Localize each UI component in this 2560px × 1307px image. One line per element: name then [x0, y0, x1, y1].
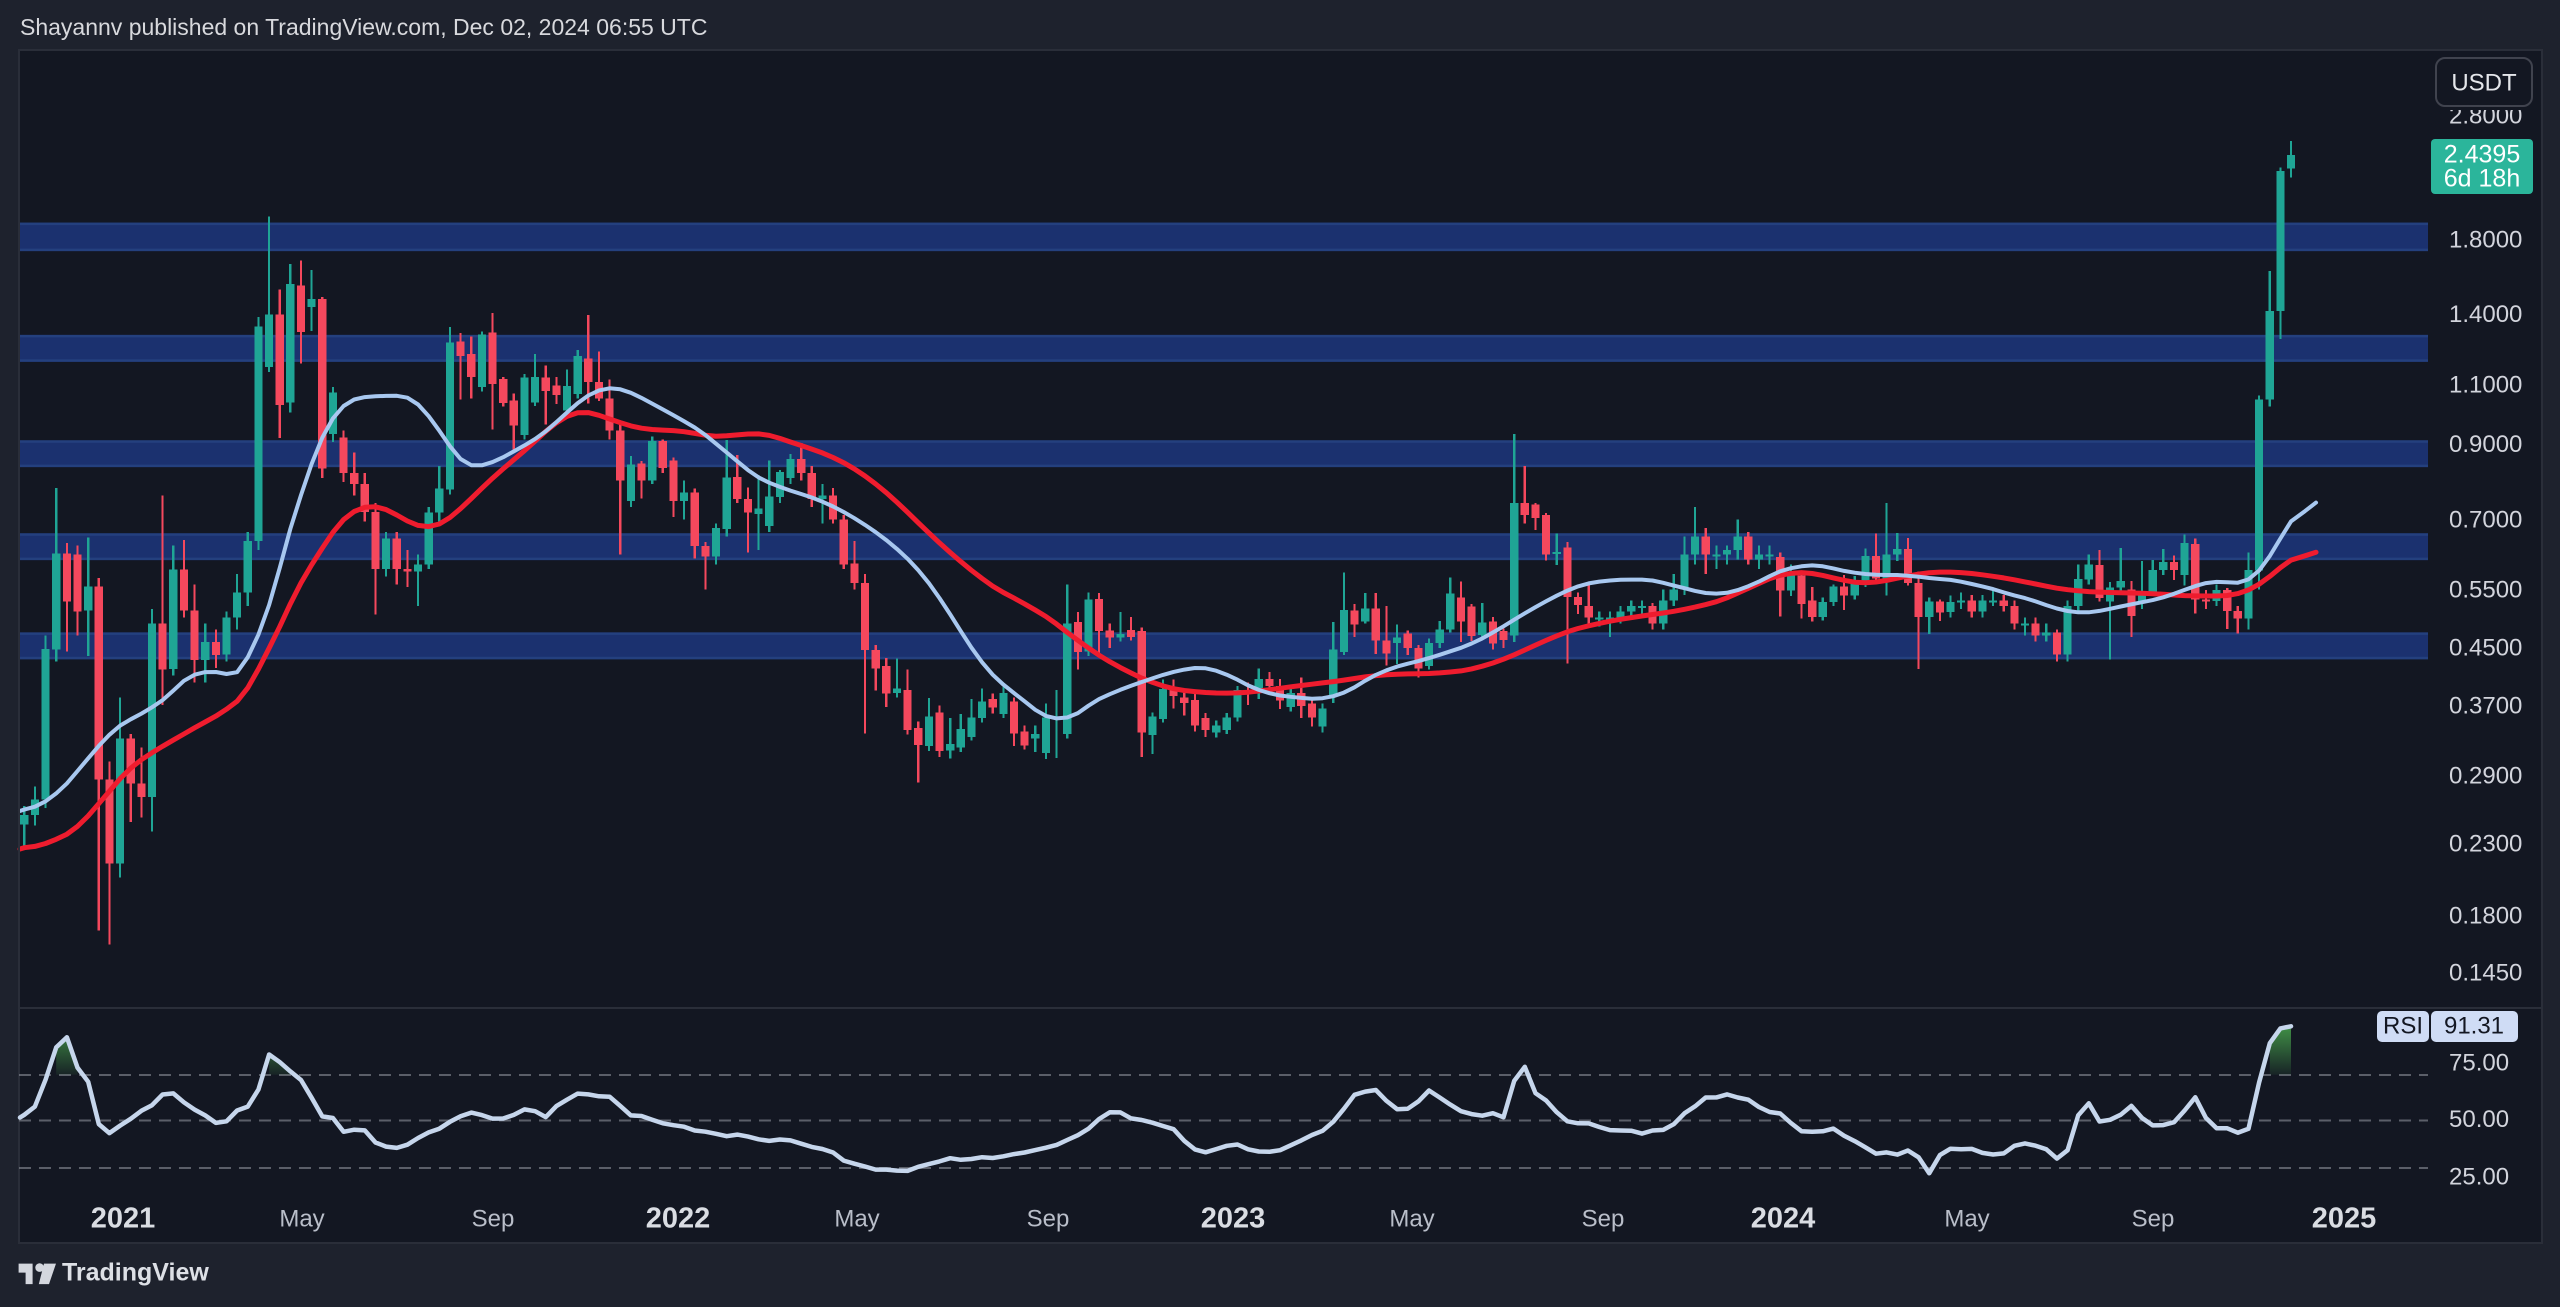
svg-text:1.1000: 1.1000	[2449, 371, 2522, 398]
svg-text:2023: 2023	[1201, 1203, 1266, 1235]
svg-text:6d 18h: 6d 18h	[2444, 165, 2520, 193]
svg-text:Sep: Sep	[2132, 1205, 2175, 1232]
svg-text:May: May	[279, 1205, 324, 1232]
svg-text:0.1450: 0.1450	[2449, 959, 2522, 986]
svg-text:TradingView: TradingView	[62, 1259, 209, 1287]
svg-text:2.4395: 2.4395	[2444, 141, 2520, 169]
svg-text:2021: 2021	[91, 1203, 156, 1235]
svg-text:May: May	[1389, 1205, 1434, 1232]
svg-text:1.4000: 1.4000	[2449, 301, 2522, 328]
svg-text:Sep: Sep	[1027, 1205, 1070, 1232]
svg-text:25.00: 25.00	[2449, 1163, 2509, 1190]
svg-text:May: May	[1944, 1205, 1989, 1232]
svg-text:0.7000: 0.7000	[2449, 506, 2522, 533]
svg-text:0.2900: 0.2900	[2449, 762, 2522, 789]
svg-text:0.3700: 0.3700	[2449, 692, 2522, 719]
svg-text:2025: 2025	[2312, 1203, 2377, 1235]
svg-text:Shayannv published on TradingV: Shayannv published on TradingView.com, D…	[20, 14, 707, 40]
svg-text:2022: 2022	[646, 1203, 711, 1235]
svg-text:Sep: Sep	[1582, 1205, 1625, 1232]
svg-text:RSI: RSI	[2383, 1012, 2423, 1039]
svg-text:Sep: Sep	[472, 1205, 515, 1232]
svg-text:0.1800: 0.1800	[2449, 902, 2522, 929]
svg-text:1.8000: 1.8000	[2449, 227, 2522, 254]
svg-text:50.00: 50.00	[2449, 1106, 2509, 1133]
svg-text:0.9000: 0.9000	[2449, 431, 2522, 458]
svg-text:91.31: 91.31	[2444, 1012, 2504, 1039]
svg-text:USDT: USDT	[2451, 69, 2517, 96]
svg-text:75.00: 75.00	[2449, 1049, 2509, 1076]
svg-text:2024: 2024	[1751, 1203, 1816, 1235]
svg-text:May: May	[834, 1205, 879, 1232]
svg-text:0.2300: 0.2300	[2449, 830, 2522, 857]
svg-text:0.5500: 0.5500	[2449, 576, 2522, 603]
svg-text:0.4500: 0.4500	[2449, 634, 2522, 661]
